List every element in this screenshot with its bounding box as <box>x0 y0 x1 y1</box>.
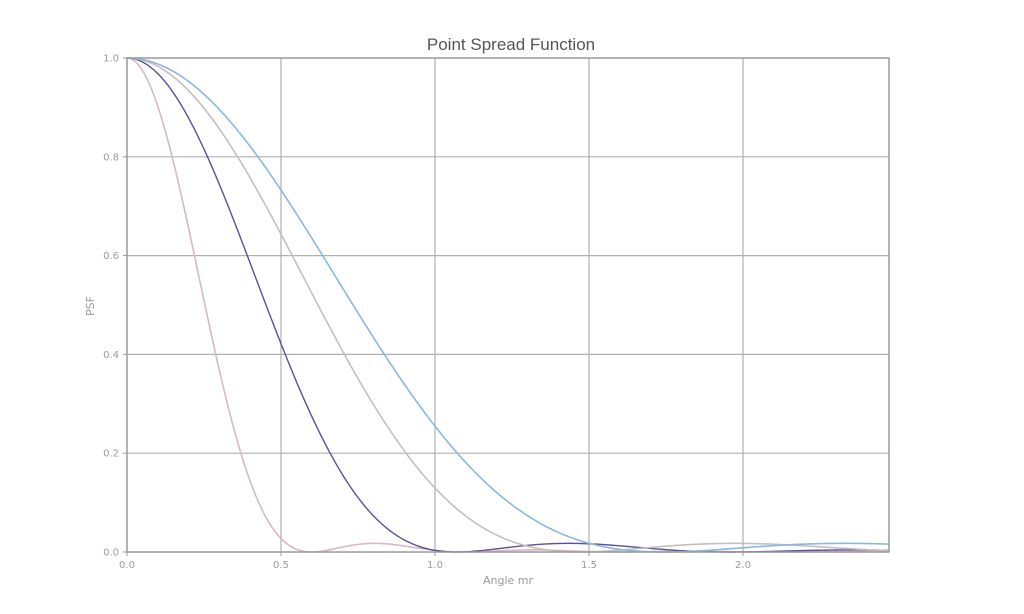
psf-curve-gray <box>126 57 890 553</box>
y-axis-ticks: 0.0 0.2 0.4 0.6 0.8 1.0 <box>103 54 127 559</box>
psf-curve-blue <box>126 57 890 553</box>
x-tick-label: 0.0 <box>119 560 135 571</box>
chart-title: Point Spread Function <box>427 35 595 54</box>
x-axis-label: Angle mr <box>483 574 534 587</box>
psf-curves <box>126 57 890 553</box>
x-tick-label: 1.0 <box>427 560 443 571</box>
y-tick-label: 0.6 <box>103 251 119 262</box>
y-tick-label: 0.4 <box>103 350 119 361</box>
x-tick-label: 1.5 <box>581 560 597 571</box>
x-axis-ticks: 0.0 0.5 1.0 1.5 2.0 <box>119 552 751 571</box>
grid-lines <box>127 58 889 552</box>
x-tick-label: 2.0 <box>735 560 751 571</box>
y-tick-label: 0.0 <box>103 548 119 559</box>
x-tick-label: 0.5 <box>273 560 289 571</box>
y-tick-label: 1.0 <box>103 54 119 65</box>
y-tick-label: 0.2 <box>103 449 119 460</box>
plot-frame <box>126 57 890 553</box>
y-axis-label: PSF <box>84 296 97 316</box>
y-tick-label: 0.8 <box>103 152 119 163</box>
psf-curve-pink <box>126 57 890 553</box>
psf-curve-purple <box>126 57 890 553</box>
